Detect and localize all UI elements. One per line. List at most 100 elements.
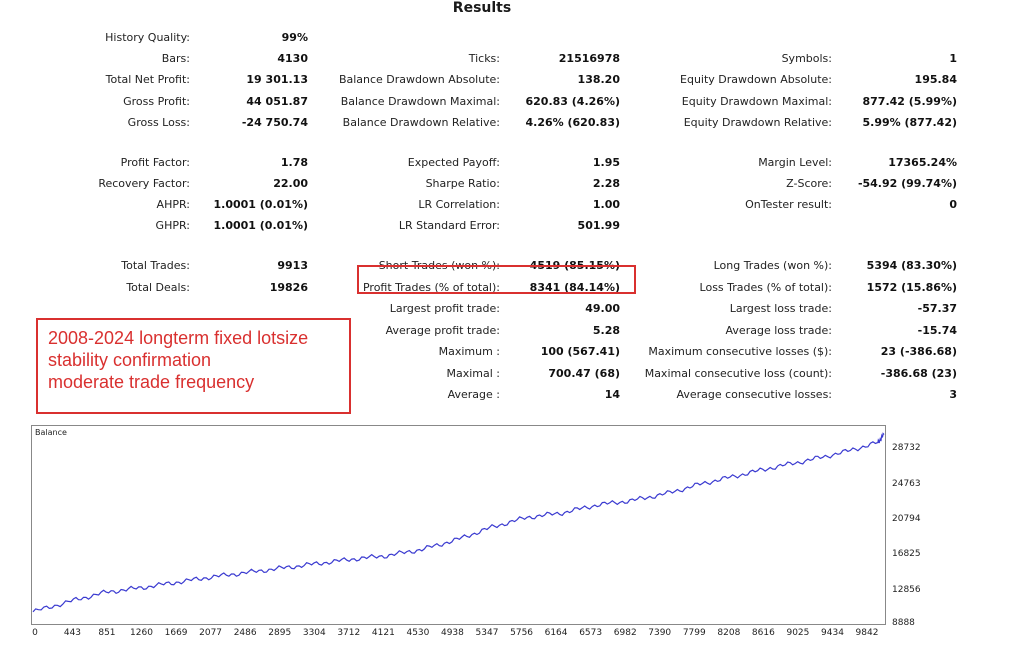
note-line-3: moderate trade frequency	[48, 372, 255, 392]
y-tick-label: 12856	[892, 585, 921, 595]
x-tick-label: 0	[32, 628, 38, 638]
stat-label: Average consecutive losses:	[676, 388, 832, 401]
stat-value: 138.20	[577, 73, 620, 86]
stat-label: Equity Drawdown Maximal:	[681, 95, 832, 108]
stat-label: Largest profit trade:	[389, 302, 500, 315]
stat-label: Maximum :	[438, 345, 500, 358]
stat-label: Margin Level:	[758, 156, 832, 169]
results-title: Results	[452, 0, 512, 16]
stat-value: 195.84	[914, 73, 957, 86]
stat-value: 22.00	[273, 177, 308, 190]
stat-value: -24 750.74	[241, 116, 308, 129]
x-tick-label: 443	[63, 628, 82, 638]
x-tick-label: 1669	[164, 628, 188, 638]
stat-value: 23 (-386.68)	[880, 345, 957, 358]
stat-value: 2.28	[592, 177, 620, 190]
stat-label: Loss Trades (% of total):	[699, 281, 832, 294]
stat-label: Z-Score:	[786, 177, 832, 190]
x-tick-label: 8208	[717, 628, 741, 638]
stat-value: 501.99	[577, 219, 620, 232]
y-tick-label: 20794	[892, 514, 921, 524]
stat-label: Total Deals:	[126, 281, 190, 294]
stat-value: 19 301.13	[246, 73, 308, 86]
stat-value: 4.26% (620.83)	[525, 116, 621, 129]
y-tick-label: 24763	[892, 479, 921, 489]
stat-label: Average profit trade:	[385, 324, 500, 337]
stat-label: OnTester result:	[745, 198, 832, 211]
y-tick-label: 16825	[892, 549, 921, 559]
stat-value: 1572 (15.86%)	[866, 281, 957, 294]
stat-label: Balance Drawdown Absolute:	[338, 73, 500, 86]
stat-label: Total Trades:	[121, 259, 190, 272]
x-tick-label: 9842	[855, 628, 879, 638]
stat-label: Largest loss trade:	[729, 302, 832, 315]
stat-label: Profit Trades (% of total):	[362, 281, 500, 294]
x-tick-label: 9434	[821, 628, 844, 638]
stat-value: 620.83 (4.26%)	[525, 95, 621, 108]
x-tick-label: 3712	[337, 628, 361, 638]
stat-label: Symbols:	[781, 52, 832, 65]
x-tick-label: 6982	[613, 628, 637, 638]
x-tick-label: 6573	[579, 628, 603, 638]
stat-value: 1	[949, 52, 957, 65]
stat-label: Balance Drawdown Maximal:	[340, 95, 500, 108]
y-tick-label: 28732	[892, 443, 921, 453]
stat-label: Average :	[447, 388, 500, 401]
stat-value: -15.74	[917, 324, 957, 337]
stat-value: 100 (567.41)	[540, 345, 620, 358]
stat-label: Ticks:	[468, 52, 500, 65]
stat-label: Expected Payoff:	[407, 156, 500, 169]
stat-label: Equity Drawdown Relative:	[683, 116, 832, 129]
stat-value: 9913	[277, 259, 308, 272]
note-line-1: 2008-2024 longterm fixed lotsize	[48, 328, 309, 348]
stat-value: 1.0001 (0.01%)	[213, 198, 309, 211]
stat-value: -54.92 (99.74%)	[857, 177, 957, 190]
stat-value: -57.37	[917, 302, 957, 315]
stat-value: 4130	[277, 52, 308, 65]
stat-value: 3	[949, 388, 957, 401]
x-tick-label: 2077	[199, 628, 223, 638]
x-tick-label: 4121	[371, 628, 395, 638]
stat-value: 99%	[281, 31, 308, 44]
x-tick-label: 5756	[510, 628, 534, 638]
balance-series-line	[32, 432, 885, 613]
stat-value: 1.95	[592, 156, 620, 169]
x-tick-label: 9025	[786, 628, 810, 638]
x-tick-label: 6164	[544, 628, 568, 638]
stat-label: Gross Loss:	[127, 116, 190, 129]
x-tick-label: 8616	[751, 628, 775, 638]
stat-value: 19826	[269, 281, 308, 294]
balance-chart	[32, 432, 885, 613]
x-tick-label: 1260	[130, 628, 153, 638]
x-tick-label: 2486	[233, 628, 257, 638]
annotation-note: 2008-2024 longterm fixed lotsize stabili…	[36, 318, 351, 414]
y-tick-label: 8888	[892, 618, 915, 628]
stat-value: 44 051.87	[246, 95, 308, 108]
stat-label: LR Standard Error:	[398, 219, 500, 232]
stat-value: -386.68 (23)	[880, 367, 957, 380]
profit-trades-highlight-box	[357, 265, 636, 294]
stat-label: Bars:	[161, 52, 190, 65]
stat-value: 17365.24%	[888, 156, 957, 169]
stat-label: Total Net Profit:	[105, 73, 190, 86]
stat-value: 0	[949, 198, 957, 211]
stat-value: 1.78	[280, 156, 308, 169]
stat-value: 21516978	[558, 52, 620, 65]
x-tick-label: 3304	[302, 628, 326, 638]
stat-value: 8341 (84.14%)	[529, 281, 620, 294]
stat-value: 14	[604, 388, 620, 401]
stat-value: 1.00	[592, 198, 620, 211]
x-tick-label: 851	[98, 628, 116, 638]
stat-label: Maximal consecutive loss (count):	[644, 367, 832, 380]
stat-value: 1.0001 (0.01%)	[213, 219, 309, 232]
stat-label: History Quality:	[105, 31, 190, 44]
stat-label: GHPR:	[155, 219, 190, 232]
stat-label: Maximum consecutive losses ($):	[648, 345, 832, 358]
stat-label: Equity Drawdown Absolute:	[680, 73, 832, 86]
stat-value: 877.42 (5.99%)	[862, 95, 958, 108]
stat-value: 5.28	[592, 324, 620, 337]
stat-label: Average loss trade:	[725, 324, 832, 337]
note-line-2: stability confirmation	[48, 350, 212, 370]
stat-label: Maximal :	[446, 367, 500, 380]
stat-value: 700.47 (68)	[548, 367, 620, 380]
